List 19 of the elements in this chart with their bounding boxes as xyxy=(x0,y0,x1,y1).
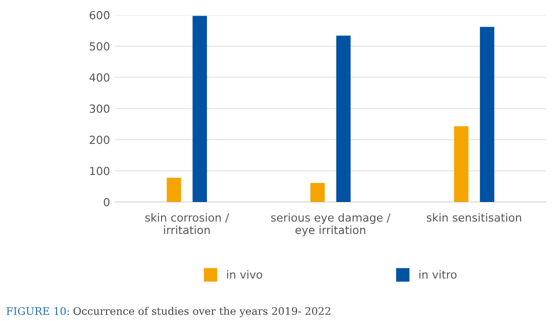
x-tick-label: skin sensitisation xyxy=(426,213,522,222)
bar xyxy=(166,178,182,202)
bar xyxy=(480,26,494,202)
y-tick-label: 0 xyxy=(104,198,110,206)
bar xyxy=(310,182,325,202)
y-tick-label: 600 xyxy=(90,10,110,20)
caption: FIGURE 10: Occurrence of studies over the years 2019- 2022 xyxy=(6,306,330,318)
bar xyxy=(336,36,351,202)
y-tick-label: 100 xyxy=(90,166,110,176)
bar xyxy=(192,16,207,202)
y-tick-label: 400 xyxy=(89,73,110,82)
y-tick-label: 200 xyxy=(90,136,110,144)
y-tick-label: 500 xyxy=(90,42,110,51)
legend-label: in vivo xyxy=(227,270,262,279)
x-tick-label: serious eye damage / eye irritation xyxy=(271,213,390,236)
y-tick-label: 300 xyxy=(90,104,110,113)
bar xyxy=(454,126,468,202)
x-tick-label: skin corrosion / irritation xyxy=(145,213,229,234)
legend-label: in vitro xyxy=(419,270,457,279)
